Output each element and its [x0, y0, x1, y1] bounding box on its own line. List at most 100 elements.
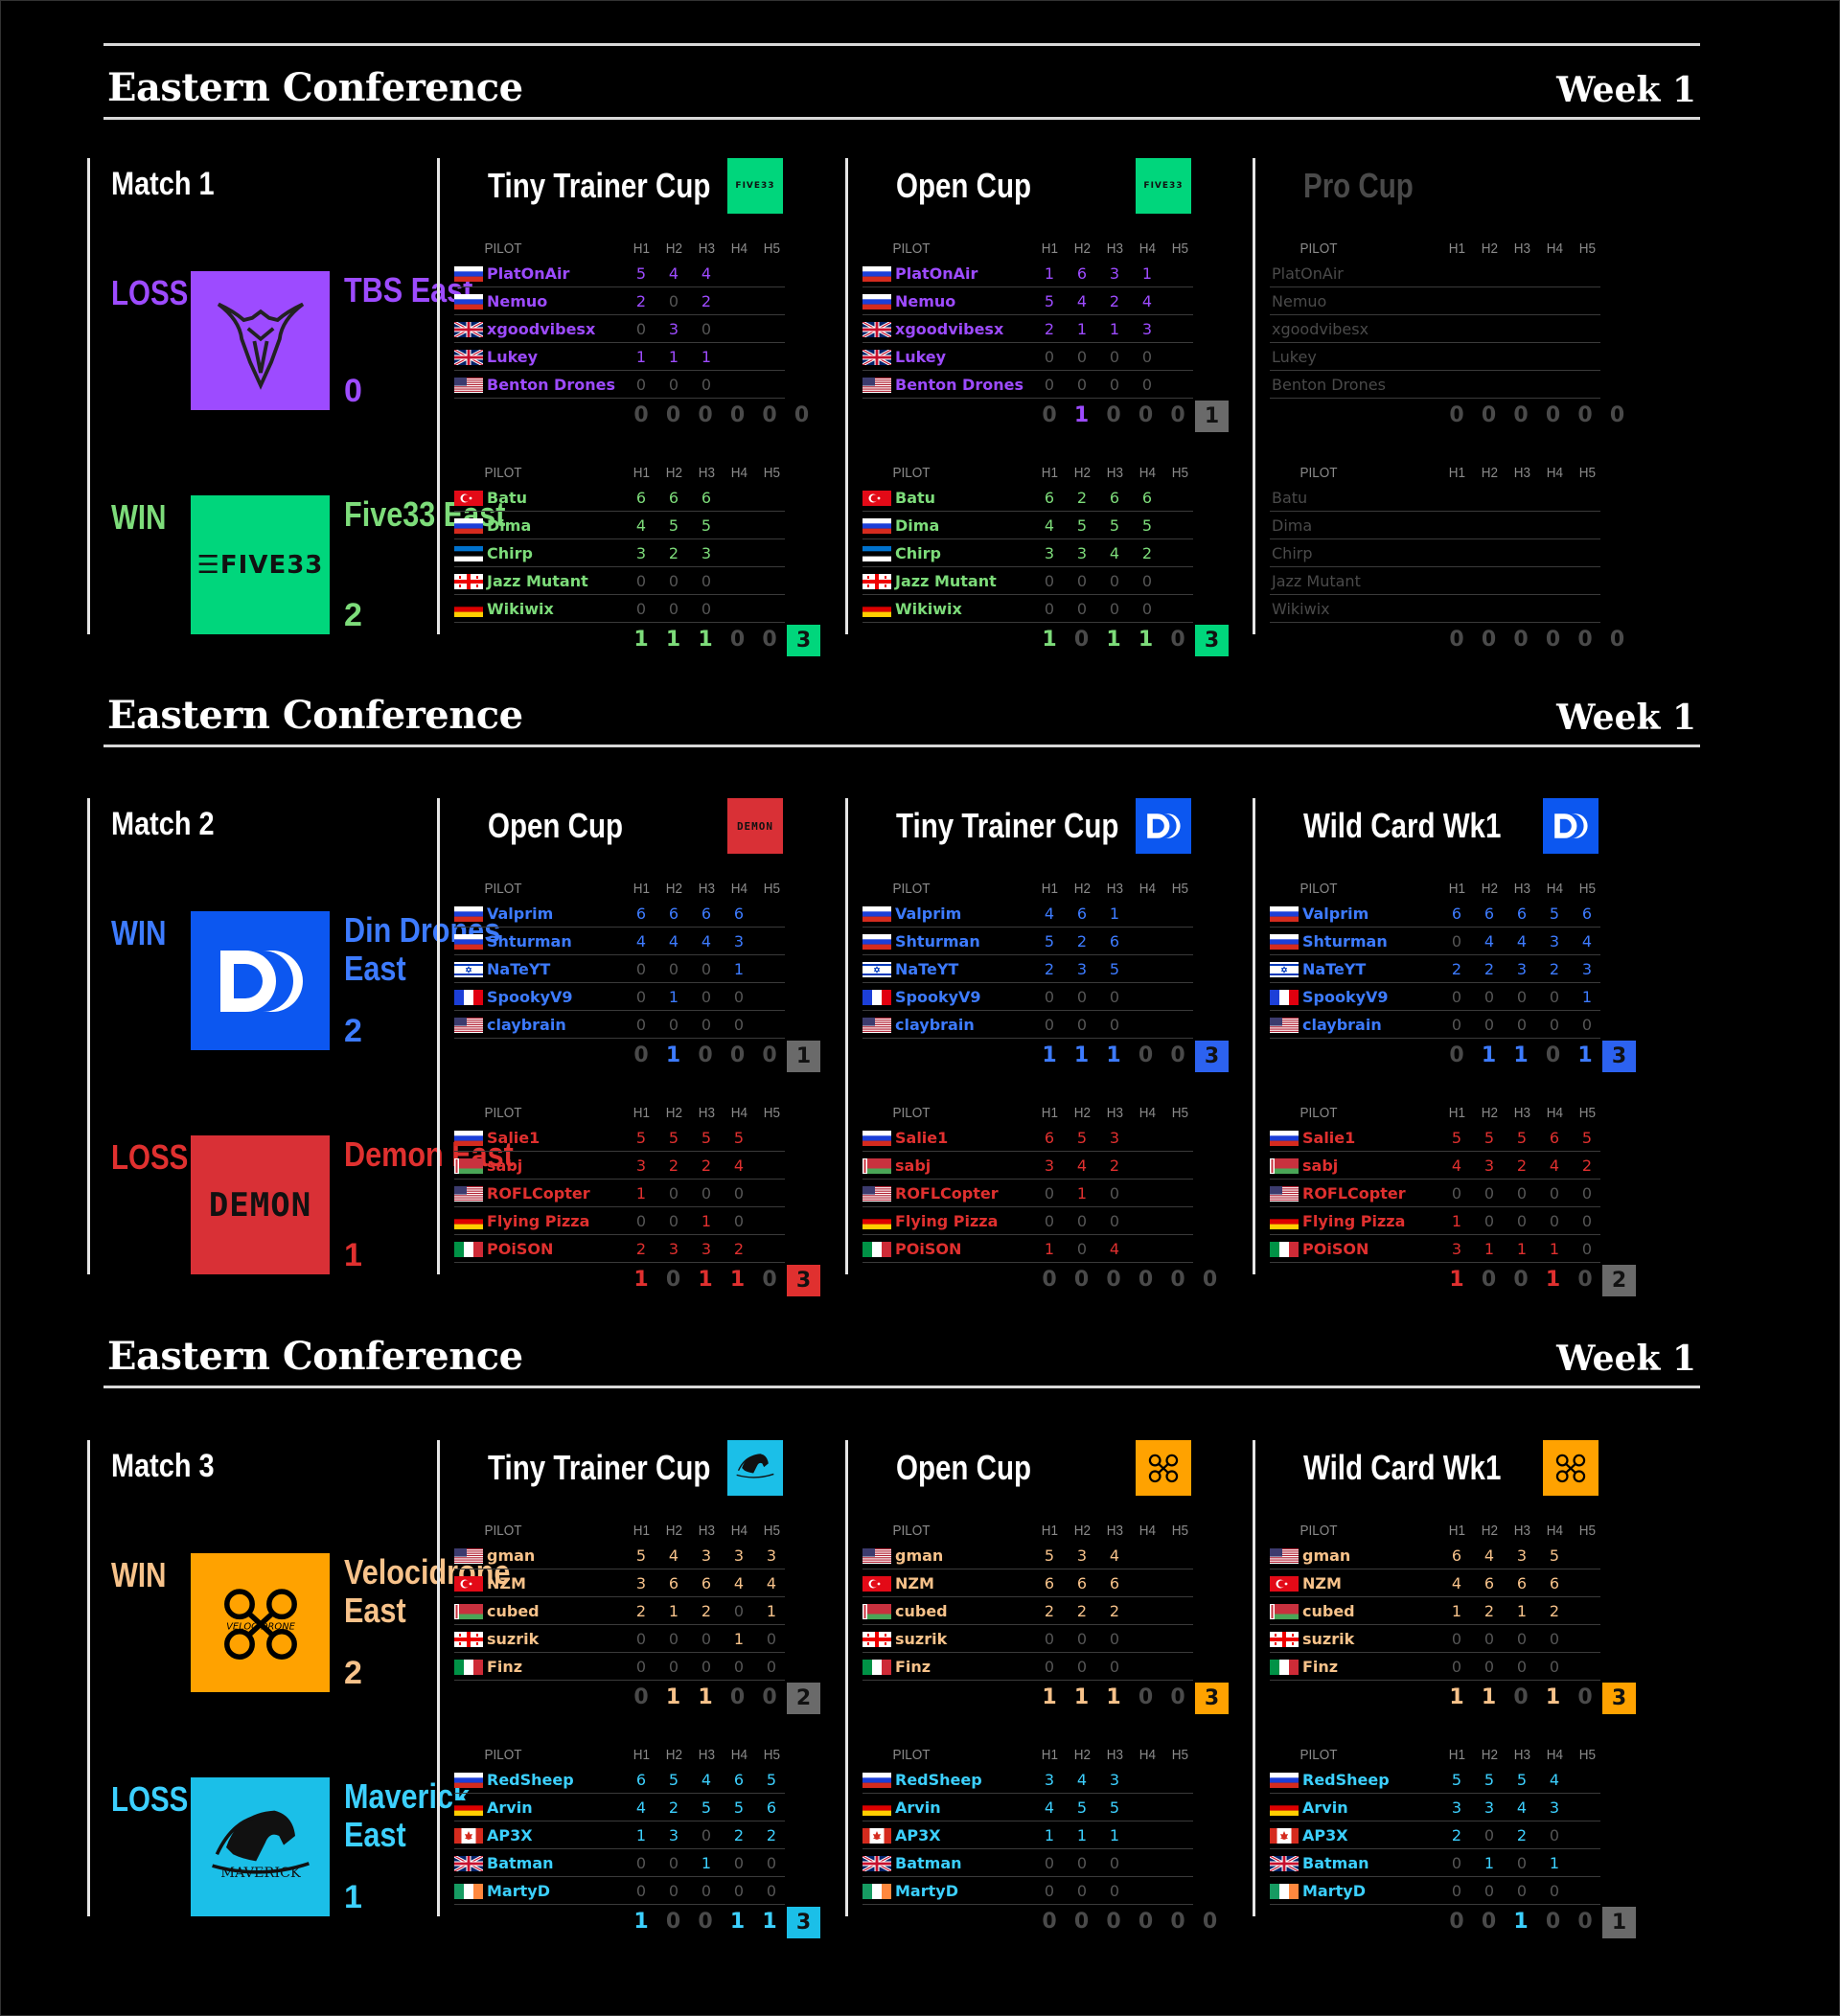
pilot-row[interactable]: NaTeYT 0 0 0 1 — [454, 955, 785, 983]
pilot-name[interactable]: Wikiwix — [895, 600, 962, 618]
pilot-row[interactable]: suzrik 0 0 0 0 — [1270, 1625, 1600, 1653]
pilot-row[interactable]: gman 6 4 3 5 — [1270, 1542, 1600, 1569]
pilot-name[interactable]: Valprim — [1302, 905, 1369, 923]
pilot-row[interactable]: xgoodvibesx — [1270, 315, 1600, 343]
pilot-name[interactable]: xgoodvibesx — [895, 320, 1004, 338]
pilot-row[interactable]: Batu — [1270, 484, 1600, 512]
pilot-name[interactable]: MartyD — [895, 1882, 958, 1900]
pilot-row[interactable]: Jazz Mutant 0 0 0 — [454, 567, 785, 595]
pilot-name[interactable]: suzrik — [895, 1630, 948, 1648]
pilot-row[interactable]: cubed 2 2 2 — [862, 1597, 1193, 1625]
pilot-row[interactable]: Valprim 4 6 1 — [862, 900, 1193, 928]
pilot-row[interactable]: POiSON 2 3 3 2 — [454, 1235, 785, 1263]
pilot-row[interactable]: MartyD 0 0 0 0 0 — [454, 1877, 785, 1905]
team-bottom[interactable]: LOSS MAVERICK Maverick East 1 — [90, 1777, 531, 1916]
pilot-name[interactable]: Dima — [1272, 516, 1313, 535]
pilot-name[interactable]: Finz — [895, 1658, 932, 1676]
pilot-name[interactable]: RedSheep — [1302, 1771, 1390, 1789]
pilot-row[interactable]: AP3X 1 3 0 2 2 — [454, 1821, 785, 1849]
pilot-name[interactable]: Arvin — [487, 1798, 533, 1817]
pilot-name[interactable]: Salie1 — [895, 1129, 949, 1147]
pilot-name[interactable]: Wikiwix — [1272, 600, 1330, 618]
pilot-name[interactable]: Chirp — [1272, 544, 1313, 562]
pilot-name[interactable]: xgoodvibesx — [1272, 320, 1369, 338]
pilot-row[interactable]: Benton Drones — [1270, 371, 1600, 399]
pilot-name[interactable]: Dima — [895, 516, 940, 535]
pilot-row[interactable]: ROFLCopter 1 0 0 0 — [454, 1180, 785, 1207]
team-bottom[interactable]: LOSS DEMON Demon East 1 — [90, 1135, 531, 1274]
pilot-row[interactable]: sabj 3 2 2 4 — [454, 1152, 785, 1180]
pilot-name[interactable]: claybrain — [895, 1016, 975, 1034]
pilot-row[interactable]: sabj 4 3 2 4 2 — [1270, 1152, 1600, 1180]
cup-title[interactable]: Wild Card Wk1 — [1303, 1448, 1502, 1487]
pilot-name[interactable]: ROFLCopter — [895, 1184, 999, 1203]
pilot-name[interactable]: Batman — [487, 1854, 554, 1872]
cup-title[interactable]: Open Cup — [896, 166, 1032, 205]
pilot-row[interactable]: Salie1 5 5 5 6 5 — [1270, 1124, 1600, 1152]
pilot-row[interactable]: Wikiwix 0 0 0 0 — [862, 595, 1193, 623]
pilot-row[interactable]: Nemuo 2 0 2 — [454, 287, 785, 315]
pilot-row[interactable]: Lukey 1 1 1 — [454, 343, 785, 371]
pilot-name[interactable]: ROFLCopter — [487, 1184, 590, 1203]
pilot-row[interactable]: Lukey — [1270, 343, 1600, 371]
pilot-row[interactable]: xgoodvibesx 2 1 1 3 — [862, 315, 1193, 343]
pilot-row[interactable]: Batman 0 0 1 0 0 — [454, 1849, 785, 1877]
pilot-row[interactable]: Jazz Mutant 0 0 0 0 — [862, 567, 1193, 595]
pilot-row[interactable]: Valprim 6 6 6 6 — [454, 900, 785, 928]
pilot-name[interactable]: Finz — [1302, 1658, 1339, 1676]
pilot-name[interactable]: Batu — [487, 489, 528, 507]
pilot-row[interactable]: gman 5 4 3 3 3 — [454, 1542, 785, 1569]
pilot-name[interactable]: Batman — [895, 1854, 962, 1872]
pilot-row[interactable]: NZM 3 6 6 4 4 — [454, 1569, 785, 1597]
pilot-row[interactable]: cubed 1 2 1 2 — [1270, 1597, 1600, 1625]
pilot-row[interactable]: Lukey 0 0 0 0 — [862, 343, 1193, 371]
pilot-name[interactable]: gman — [487, 1546, 536, 1565]
pilot-row[interactable]: Nemuo — [1270, 287, 1600, 315]
pilot-name[interactable]: suzrik — [1302, 1630, 1355, 1648]
pilot-name[interactable]: Benton Drones — [1272, 376, 1386, 394]
pilot-name[interactable]: AP3X — [895, 1826, 941, 1844]
pilot-name[interactable]: gman — [1302, 1546, 1351, 1565]
pilot-row[interactable]: cubed 2 1 2 0 1 — [454, 1597, 785, 1625]
pilot-name[interactable]: cubed — [1302, 1602, 1355, 1620]
pilot-name[interactable]: Shturman — [895, 932, 980, 951]
pilot-row[interactable]: SpookyV9 0 1 0 0 — [454, 983, 785, 1011]
pilot-name[interactable]: NZM — [487, 1574, 526, 1592]
pilot-name[interactable]: AP3X — [1302, 1826, 1348, 1844]
pilot-row[interactable]: claybrain 0 0 0 — [862, 1011, 1193, 1039]
pilot-row[interactable]: Salie1 6 5 3 — [862, 1124, 1193, 1152]
pilot-row[interactable]: Nemuo 5 4 2 4 — [862, 287, 1193, 315]
pilot-row[interactable]: Dima 4 5 5 5 — [862, 512, 1193, 539]
cup-title[interactable]: Pro Cup — [1303, 166, 1414, 205]
pilot-name[interactable]: Chirp — [487, 544, 533, 562]
pilot-name[interactable]: gman — [895, 1546, 944, 1565]
pilot-name[interactable]: Shturman — [487, 932, 572, 951]
team-top[interactable]: WIN Din Drones East 2 — [90, 911, 531, 1050]
pilot-name[interactable]: sabj — [895, 1157, 932, 1175]
pilot-name[interactable]: sabj — [1302, 1157, 1339, 1175]
pilot-name[interactable]: MartyD — [487, 1882, 550, 1900]
pilot-row[interactable]: Chirp — [1270, 539, 1600, 567]
team-name[interactable]: Demon East — [344, 1134, 514, 1174]
cup-title[interactable]: Open Cup — [896, 1448, 1032, 1487]
pilot-row[interactable]: Shturman 0 4 4 3 4 — [1270, 928, 1600, 955]
pilot-name[interactable]: Chirp — [895, 544, 941, 562]
pilot-name[interactable]: claybrain — [487, 1016, 566, 1034]
pilot-row[interactable]: NZM 6 6 6 — [862, 1569, 1193, 1597]
pilot-name[interactable]: RedSheep — [487, 1771, 574, 1789]
team-name[interactable]: TBS East — [344, 270, 473, 309]
pilot-name[interactable]: POiSON — [1302, 1240, 1369, 1258]
pilot-name[interactable]: Flying Pizza — [1302, 1212, 1406, 1230]
pilot-name[interactable]: ROFLCopter — [1302, 1184, 1406, 1203]
pilot-row[interactable]: Batman 0 0 0 — [862, 1849, 1193, 1877]
pilot-row[interactable]: Batu 6 6 6 — [454, 484, 785, 512]
team-top[interactable]: LOSS TBS East 0 — [90, 271, 531, 410]
pilot-name[interactable]: NaTeYT — [487, 960, 551, 978]
pilot-row[interactable]: Dima — [1270, 512, 1600, 539]
pilot-name[interactable]: Nemuo — [1272, 292, 1327, 310]
pilot-row[interactable]: Flying Pizza 1 0 0 0 0 — [1270, 1207, 1600, 1235]
pilot-row[interactable]: Jazz Mutant — [1270, 567, 1600, 595]
pilot-row[interactable]: POiSON 1 0 4 — [862, 1235, 1193, 1263]
pilot-name[interactable]: SpookyV9 — [1302, 988, 1389, 1006]
pilot-name[interactable]: POiSON — [895, 1240, 962, 1258]
